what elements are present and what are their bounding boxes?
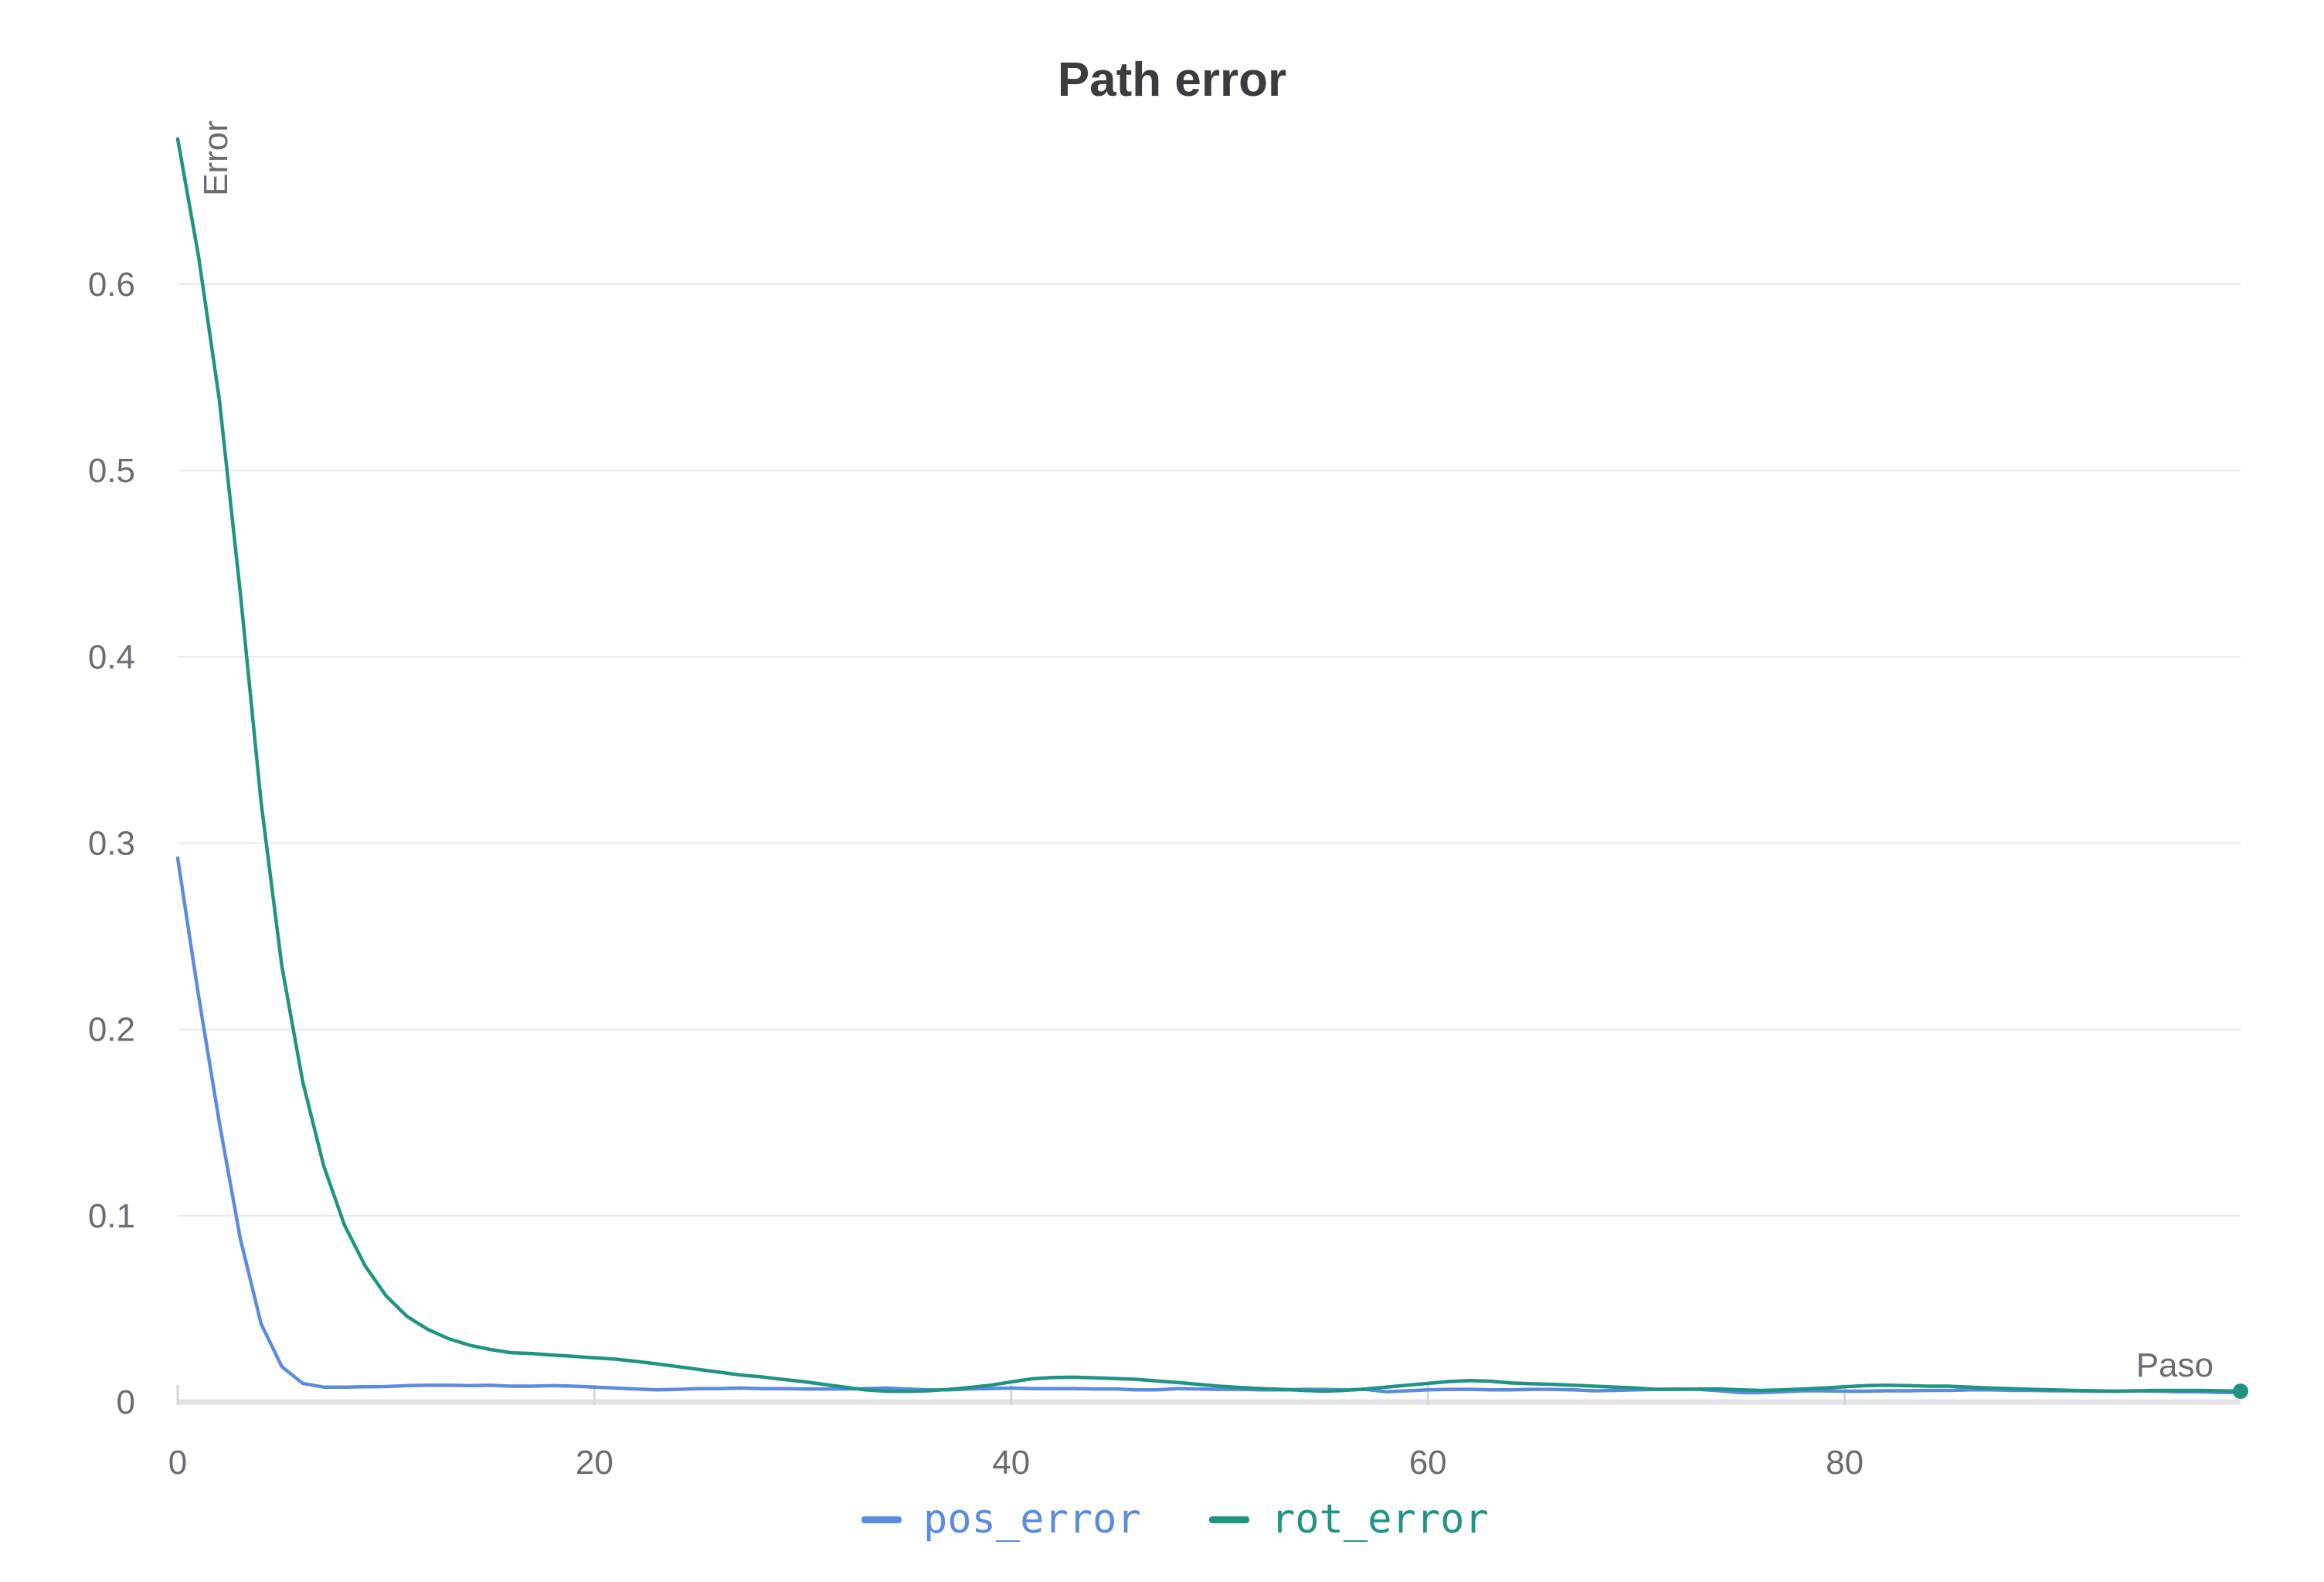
pos_error-line	[175, 856, 2243, 1395]
legend-swatch	[1209, 1516, 1249, 1523]
legend-item-rot_error[interactable]: rot_error	[1209, 1496, 1489, 1543]
series-lines	[175, 137, 2248, 1400]
legend-item-pos_error[interactable]: pos_error	[861, 1496, 1141, 1543]
gridlines	[178, 283, 2241, 1217]
y-tick-label: 0.3	[88, 824, 135, 862]
y-tick-label: 0.5	[88, 452, 135, 490]
y-tick-label: 0.2	[88, 1011, 135, 1049]
legend-swatch	[861, 1516, 902, 1523]
y-tick-label: 0.6	[88, 266, 135, 304]
legend-label: rot_error	[1271, 1496, 1489, 1543]
rot_error-line	[175, 137, 2243, 1394]
y-axis-ticks: 0 0.1 0.2 0.3 0.4 0.5 0.6	[88, 266, 135, 1421]
x-tick-label: 60	[1409, 1444, 1447, 1482]
legend-label: pos_error	[923, 1496, 1141, 1543]
y-tick-label: 0	[117, 1383, 135, 1421]
x-tick-label: 80	[1826, 1444, 1864, 1482]
y-axis-label: Error	[197, 121, 235, 196]
x-tick-label: 40	[992, 1444, 1030, 1482]
chart-title: Path error	[1058, 53, 1286, 107]
legend: pos_error rot_error	[861, 1496, 1489, 1543]
x-tick-label: 0	[168, 1444, 187, 1482]
y-tick-label: 0.4	[88, 638, 135, 676]
x-axis-label: Paso	[2136, 1346, 2214, 1384]
y-tick-label: 0.1	[88, 1197, 135, 1235]
rot_error-endpoint-marker	[2233, 1383, 2248, 1400]
x-tick-label: 20	[576, 1444, 613, 1482]
x-axis: 0 20 40 60 80	[168, 1385, 2241, 1482]
